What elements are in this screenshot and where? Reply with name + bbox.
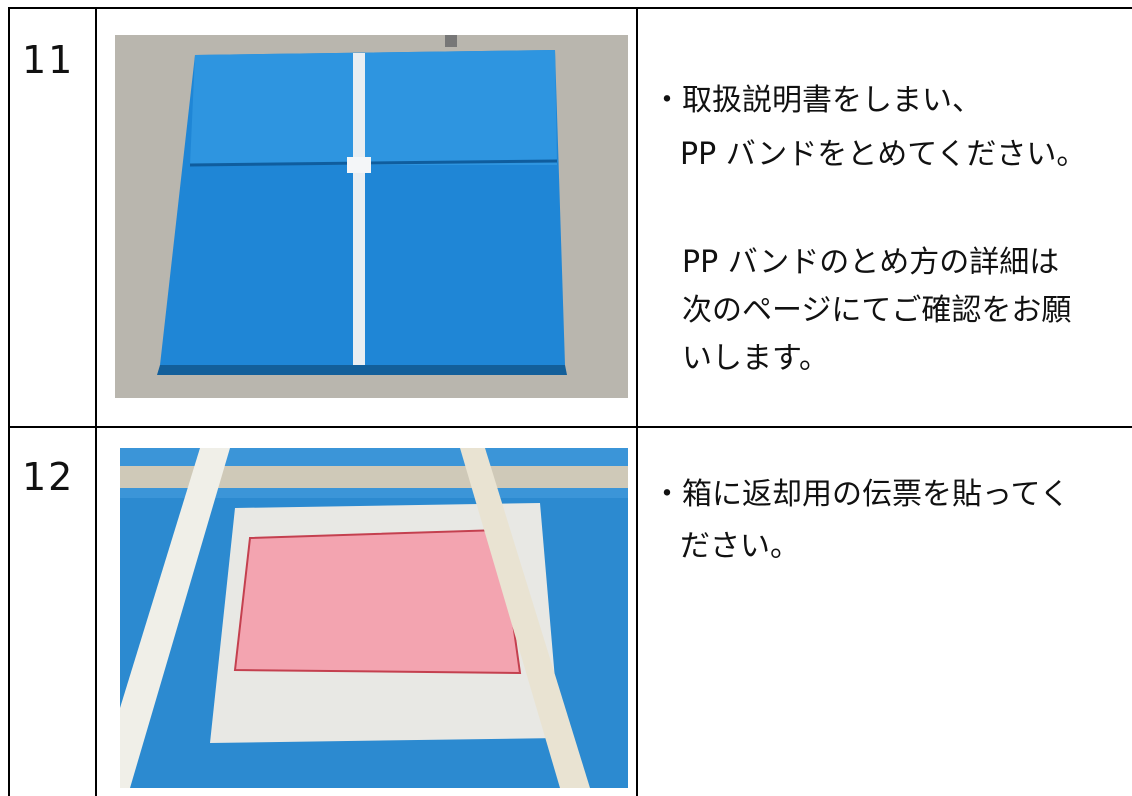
border — [95, 7, 97, 796]
instruction-line: ・取扱説明書をしまい、 — [652, 83, 982, 118]
instruction-line: ださい。 — [680, 529, 800, 564]
step-number: 12 — [22, 455, 75, 499]
border — [8, 7, 10, 796]
note-line: いします。 — [682, 341, 829, 376]
border — [8, 426, 1132, 428]
note-line: 次のページにてご確認をお願 — [682, 293, 1072, 328]
photo-slip — [120, 448, 628, 788]
note-line: PP バンドのとめ方の詳細は — [682, 245, 1060, 280]
instruction-line: ・箱に返却用の伝票を貼ってく — [652, 477, 1070, 512]
step-number: 11 — [22, 38, 75, 82]
instruction-line: PP バンドをとめてください。 — [680, 137, 1087, 172]
border — [636, 7, 638, 796]
border — [8, 7, 1132, 9]
photo-box — [115, 35, 628, 398]
